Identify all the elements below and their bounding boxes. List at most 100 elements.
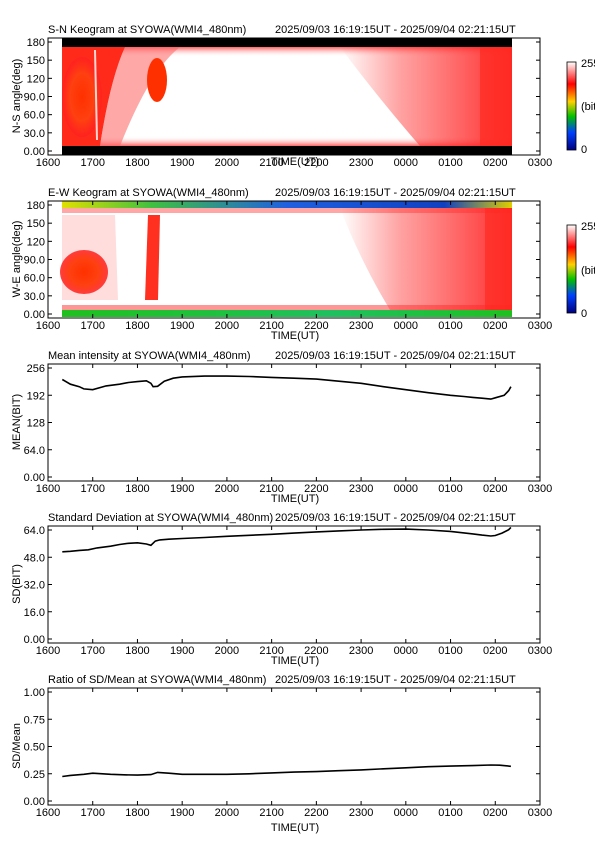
sd-panel: Standard Deviation at SYOWA(WMI4_480nm) … — [11, 512, 552, 667]
series-line — [62, 764, 511, 778]
x-tick-label: 0300 — [528, 807, 552, 819]
series-line — [62, 526, 512, 553]
y-tick-label: 16.0 — [24, 607, 45, 619]
ratio-frame — [47, 687, 541, 806]
x-tick-label: 1800 — [125, 320, 149, 332]
x-tick-label: 0000 — [394, 645, 418, 657]
x-tick-label: 0300 — [528, 157, 552, 169]
x-tick-label: 2300 — [349, 645, 373, 657]
x-tick-label: 1600 — [36, 320, 60, 332]
ew-keogram-axes: 1600 1700 1800 1900 2000 2100 2200 2300 0000 0100… — [24, 200, 553, 332]
x-tick-label: 2000 — [215, 320, 239, 332]
x-tick-label: 1800 — [125, 645, 149, 657]
sn-colorbar-unit: (bit) — [581, 101, 595, 113]
ew-keogram-image — [60, 201, 512, 318]
y-tick-label: 0.25 — [24, 769, 45, 781]
y-tick-label: 256 — [27, 363, 45, 375]
y-tick-label: 90.0 — [24, 92, 45, 104]
x-tick-label: 1900 — [170, 645, 194, 657]
mean-ylabel: MEAN(BIT) — [11, 394, 23, 450]
ew-keogram-panel: E-W Keogram at SYOWA(WMI4_480nm) 2025/09… — [11, 187, 595, 342]
x-tick-label: 0000 — [394, 157, 418, 169]
ratio-axes: 1600 1700 1800 1900 2000 2100 2200 2300 0000 0100… — [24, 687, 553, 819]
x-tick-label: 0200 — [483, 157, 507, 169]
y-tick-label: 0.00 — [24, 146, 45, 158]
y-tick-label: 0.50 — [24, 742, 45, 754]
x-tick-label: 1800 — [125, 807, 149, 819]
y-tick-label: 180 — [27, 200, 45, 212]
y-tick-label: 48.0 — [24, 552, 45, 564]
mean-title: Mean intensity at SYOWA(WMI4_480nm) — [48, 350, 251, 362]
sn-colorbar: 255 (bit) 0 — [566, 58, 595, 156]
y-tick-label: 150 — [27, 218, 45, 230]
x-tick-label: 0100 — [438, 807, 462, 819]
sd-xlabel: TIME(UT) — [271, 655, 319, 667]
sn-keogram-time-range: 2025/09/03 16:19:15UT - 2025/09/04 02:21… — [275, 24, 516, 36]
x-tick-label: 2200 — [304, 320, 328, 332]
x-tick-label: 2000 — [215, 157, 239, 169]
mean-xlabel: TIME(UT) — [271, 493, 319, 505]
ew-colorbar: 255 (bit) 0 — [566, 221, 595, 320]
y-tick-label: 192 — [27, 390, 45, 402]
x-tick-label: 2200 — [304, 483, 328, 495]
x-tick-label: 2200 — [304, 807, 328, 819]
y-tick-label: 128 — [27, 418, 45, 430]
x-tick-label: 1700 — [80, 320, 104, 332]
y-tick-label: 180 — [27, 37, 45, 49]
x-tick-label: 1700 — [80, 807, 104, 819]
x-tick-label: 0200 — [483, 320, 507, 332]
x-tick-label: 2200 — [304, 157, 328, 169]
y-tick-label: 30.0 — [24, 128, 45, 140]
y-tick-label: 120 — [27, 236, 45, 248]
y-tick-label: 0.00 — [24, 472, 45, 484]
x-tick-label: 2300 — [349, 157, 373, 169]
y-tick-label: 64.0 — [24, 525, 45, 537]
x-tick-label: 0300 — [528, 320, 552, 332]
y-tick-label: 32.0 — [24, 580, 45, 592]
mean-time-range: 2025/09/03 16:19:15UT - 2025/09/04 02:21… — [275, 350, 516, 362]
x-tick-label: 0100 — [438, 645, 462, 657]
ew-keogram-ylabel: W-E angle(deg) — [11, 221, 23, 298]
y-tick-label: 150 — [27, 55, 45, 67]
x-tick-label: 1600 — [36, 807, 60, 819]
x-tick-label: 2100 — [259, 320, 283, 332]
x-tick-label: 1800 — [125, 157, 149, 169]
x-tick-label: 0100 — [438, 157, 462, 169]
x-tick-label: 0100 — [438, 483, 462, 495]
x-tick-label: 2100 — [259, 807, 283, 819]
x-tick-label: 1900 — [170, 483, 194, 495]
x-tick-label: 1800 — [125, 483, 149, 495]
y-tick-label: 60.0 — [24, 110, 45, 122]
x-tick-label: 0100 — [438, 320, 462, 332]
ew-colorbar-min: 0 — [581, 308, 587, 320]
x-tick-label: 1700 — [80, 483, 104, 495]
mean-panel: Mean intensity at SYOWA(WMI4_480nm) 2025… — [11, 350, 552, 505]
ratio-title: Ratio of SD/Mean at SYOWA(WMI4_480nm) — [48, 674, 266, 686]
sn-keogram-axes: 1600 1700 1800 1900 2000 2100 2200 2300 0000 0100… — [24, 37, 553, 169]
y-tick-label: 0.00 — [24, 634, 45, 646]
sn-colorbar-max: 255 — [581, 58, 595, 70]
x-tick-label: 2200 — [304, 645, 328, 657]
x-tick-label: 0200 — [483, 645, 507, 657]
ratio-ylabel: SD/Mean — [11, 723, 23, 769]
sd-title: Standard Deviation at SYOWA(WMI4_480nm) — [48, 512, 273, 524]
ratio-xlabel: TIME(UT) — [271, 822, 319, 834]
ratio-time-range: 2025/09/03 16:19:15UT - 2025/09/04 02:21… — [275, 674, 516, 686]
x-tick-label: 0000 — [394, 320, 418, 332]
sn-keogram-image — [62, 38, 512, 155]
x-tick-label: 2300 — [349, 320, 373, 332]
sd-time-range: 2025/09/03 16:19:15UT - 2025/09/04 02:21… — [275, 512, 516, 524]
x-tick-label: 2300 — [349, 807, 373, 819]
x-tick-label: 0200 — [483, 807, 507, 819]
y-tick-label: 30.0 — [24, 291, 45, 303]
x-tick-label: 0000 — [394, 807, 418, 819]
y-tick-label: 0.00 — [24, 309, 45, 321]
x-tick-label: 1700 — [80, 645, 104, 657]
x-tick-label: 1700 — [80, 157, 104, 169]
y-tick-label: 90.0 — [24, 255, 45, 267]
x-tick-label: 2300 — [349, 483, 373, 495]
sd-frame — [47, 525, 541, 644]
x-tick-label: 2000 — [215, 807, 239, 819]
x-tick-label: 2000 — [215, 645, 239, 657]
